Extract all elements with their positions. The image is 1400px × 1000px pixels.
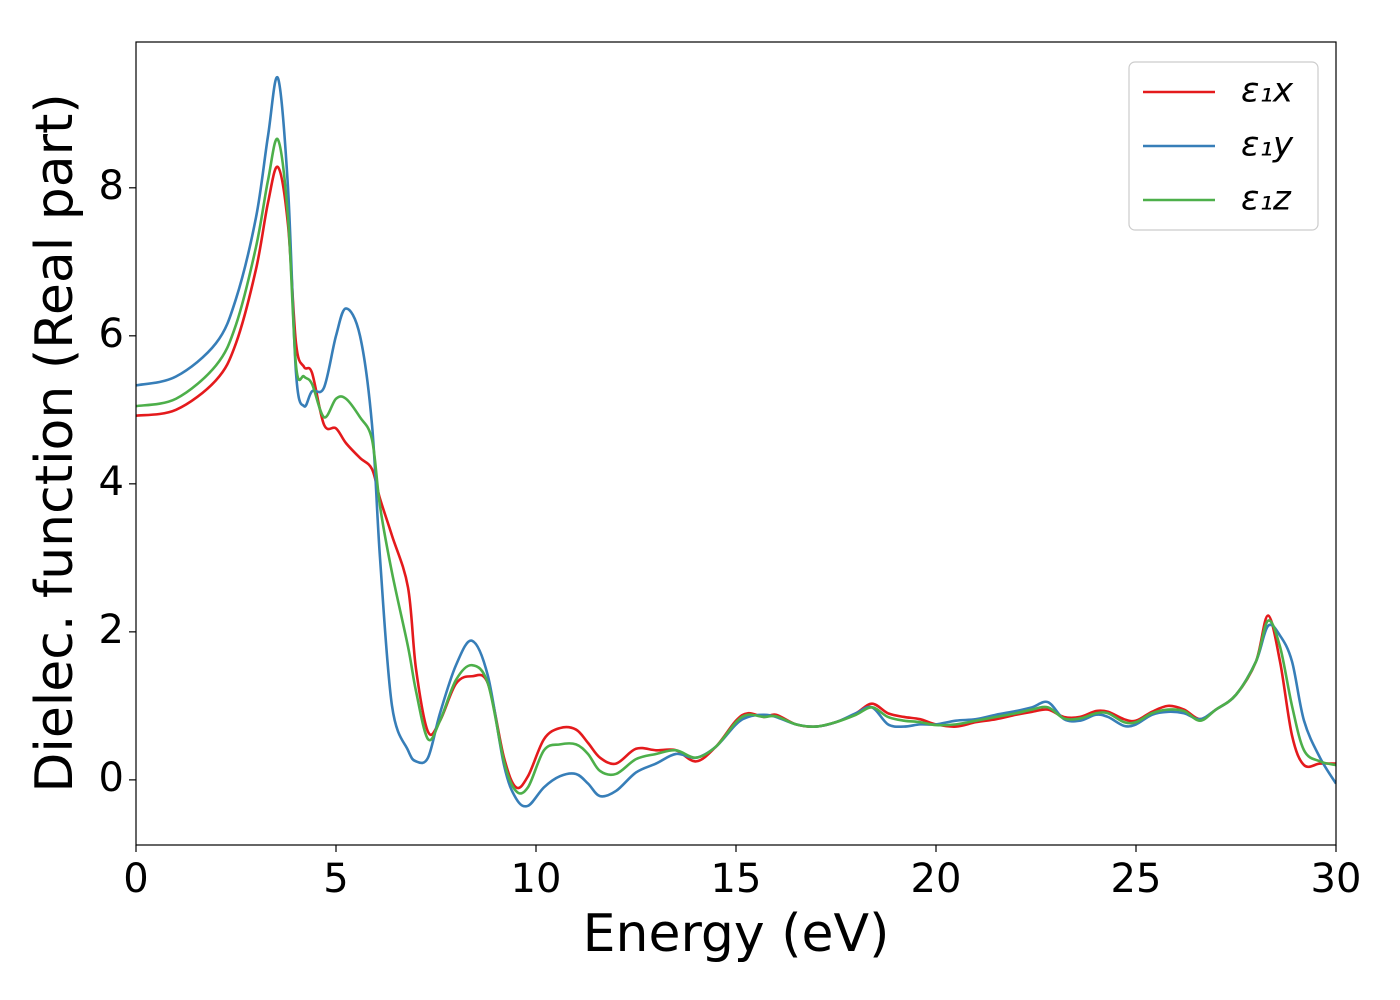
y-tick-label: 0 xyxy=(99,755,124,801)
legend-box xyxy=(1128,61,1319,231)
x-tick-label: 10 xyxy=(511,856,562,902)
x-tick-label: 0 xyxy=(123,856,148,902)
y-tick-label: 8 xyxy=(99,163,124,209)
legend-label: ε₁z xyxy=(1241,179,1292,219)
plot-frame xyxy=(135,41,1337,846)
y-tick-label: 6 xyxy=(99,311,124,357)
x-tick-label: 25 xyxy=(1111,856,1162,902)
x-axis-label: Energy (eV) xyxy=(583,904,890,964)
x-tick-label: 15 xyxy=(711,856,762,902)
x-tick-label: 20 xyxy=(911,856,962,902)
line-series xyxy=(136,137,1336,795)
y-tick-label: 4 xyxy=(99,459,124,505)
legend-label: ε₁x xyxy=(1241,71,1294,111)
x-tick-label: 5 xyxy=(323,856,348,902)
x-tick-label: 30 xyxy=(1311,856,1362,902)
y-tick-label: 2 xyxy=(99,607,124,653)
y-axis-label: Dielec. function (Real part) xyxy=(25,93,85,792)
legend-label: ε₁y xyxy=(1241,125,1294,165)
